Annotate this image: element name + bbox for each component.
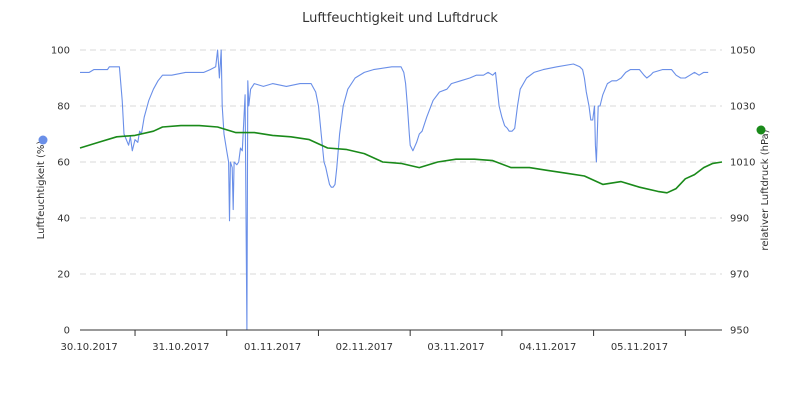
x-tick-label: 01.11.2017	[244, 342, 301, 353]
left-tick-label: 0	[64, 326, 70, 337]
chart-title: Luftfeuchtigkeit und Luftdruck	[302, 11, 498, 26]
series-layer	[79, 49, 723, 331]
humidity-series-marker	[38, 135, 48, 145]
x-tick-label: 03.11.2017	[427, 342, 484, 353]
x-tick-label: 30.10.2017	[61, 342, 118, 353]
right-axis-ticks: 950 970 990 1010 1030 1050	[730, 46, 755, 337]
left-axis-title: Luftfeuchtigkeit (%)	[36, 141, 47, 240]
pressure-series-marker	[756, 125, 766, 135]
left-tick-label: 40	[57, 214, 70, 225]
left-tick-label: 20	[57, 270, 70, 281]
right-tick-label: 970	[730, 270, 749, 281]
pressure-series-line	[79, 124, 723, 194]
right-tick-label: 950	[730, 326, 749, 337]
left-tick-label: 60	[57, 158, 70, 169]
x-tick-label: 02.11.2017	[336, 342, 393, 353]
humidity-series-line	[80, 49, 709, 331]
left-tick-label: 80	[57, 102, 70, 113]
right-axis-title: relativer Luftdruck (hPa)	[760, 129, 771, 250]
x-tick-label: 05.11.2017	[611, 342, 668, 353]
right-tick-label: 1050	[730, 46, 755, 57]
right-tick-label: 1030	[730, 102, 755, 113]
x-tick-label: 04.11.2017	[519, 342, 576, 353]
grid-lines	[80, 49, 722, 275]
right-tick-label: 990	[730, 214, 749, 225]
left-axis-ticks: 0 20 40 60 80 100	[51, 46, 70, 337]
left-tick-label: 100	[51, 46, 70, 57]
right-tick-label: 1010	[730, 158, 755, 169]
x-tick-label: 31.10.2017	[152, 342, 209, 353]
x-axis-ticks: 30.10.2017 31.10.2017 01.11.2017 02.11.2017…	[61, 330, 686, 353]
